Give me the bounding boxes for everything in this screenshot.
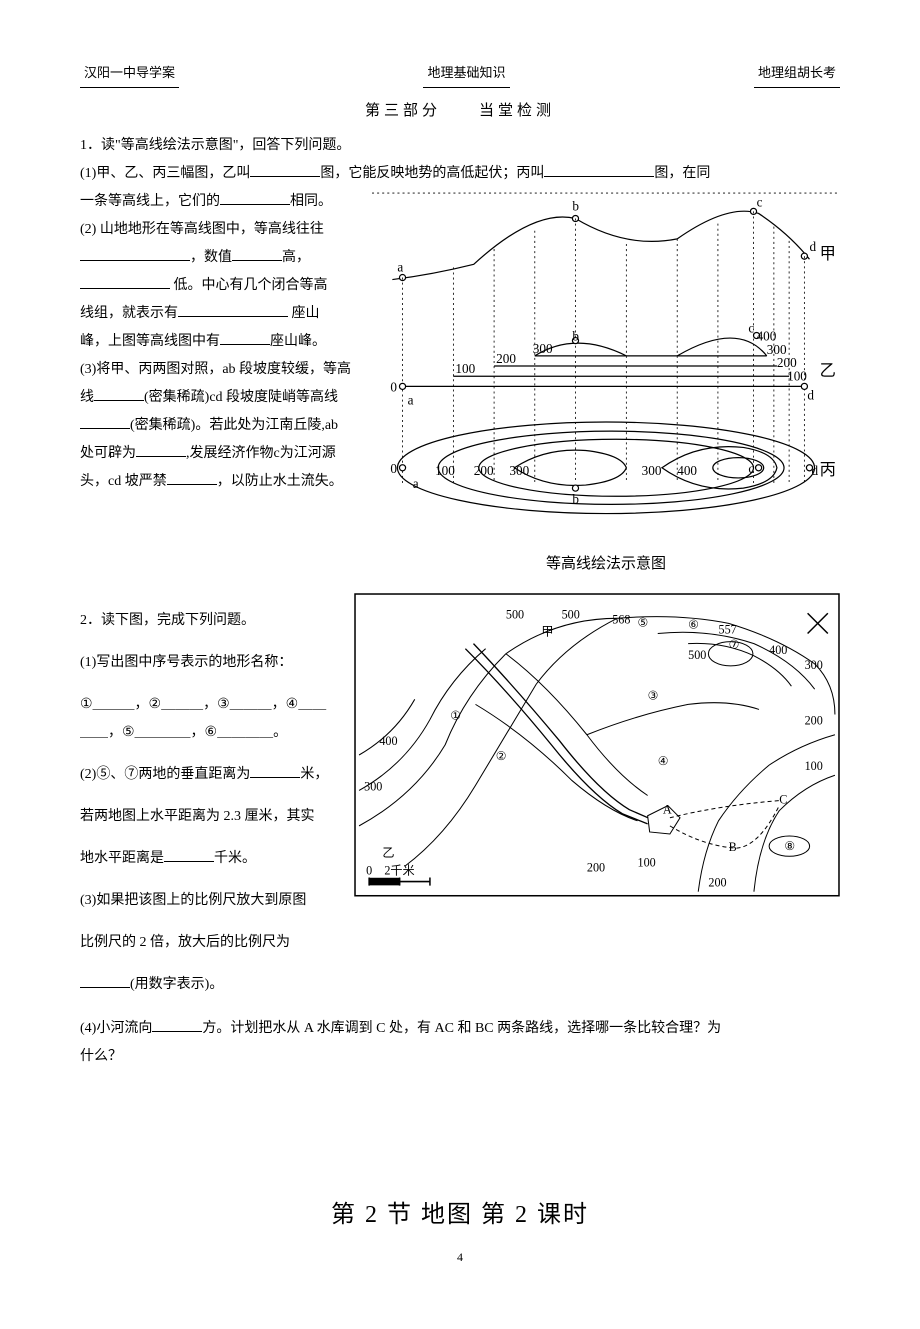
svg-text:乙: 乙 (382, 845, 394, 859)
svg-text:⑦: ⑦ (729, 638, 740, 652)
svg-text:b: b (572, 491, 579, 506)
topographic-map-svg: 0 2千米 500 500 568 557 500 400 300 400 30… (354, 593, 840, 897)
svg-text:①: ① (450, 708, 461, 722)
q1-text-col: 一条等高线上，它们的相同。 (2) 山地地形在等高线图中，等高线往往 ，数值高，… (80, 188, 360, 496)
svg-text:0 2千米: 0 2千米 (366, 863, 415, 877)
svg-text:0: 0 (390, 379, 397, 394)
svg-text:200: 200 (496, 351, 516, 366)
blank (250, 763, 300, 778)
svg-text:400: 400 (769, 643, 787, 657)
svg-text:B: B (729, 840, 737, 854)
svg-text:⑤: ⑤ (638, 615, 649, 629)
svg-text:甲: 甲 (820, 245, 836, 263)
svg-text:500: 500 (562, 607, 580, 621)
svg-text:0: 0 (390, 461, 397, 476)
fig1-caption: 等高线绘法示意图 (372, 549, 840, 579)
page-header: 汉阳一中导学案 地理基础知识 地理组胡长考 (80, 60, 840, 88)
q1-intro: 1．读"等高线绘法示意图"，回答下列问题。 (80, 132, 840, 160)
svg-text:d: d (809, 239, 816, 254)
q2-4: (4)小河流向方。计划把水从 A 水库调到 C 处，有 AC 和 BC 两条路线… (80, 1015, 840, 1071)
figure-2: 0 2千米 500 500 568 557 500 400 300 400 30… (354, 593, 840, 908)
svg-text:300: 300 (509, 463, 529, 478)
svg-text:300: 300 (805, 658, 823, 672)
svg-text:⑧: ⑧ (784, 839, 795, 853)
svg-text:568: 568 (612, 612, 630, 626)
contour-drawing-method-svg: a b c d 甲 乙 丙 0 a 100 200 300 b 400 300 … (372, 188, 840, 534)
svg-text:300: 300 (642, 463, 662, 478)
svg-text:乙: 乙 (820, 362, 836, 380)
svg-text:100: 100 (638, 855, 656, 869)
q1-line1: (1)甲、乙、丙三幅图，乙叫图，它能反映地势的高低起伏；丙叫图，在同 (80, 160, 840, 188)
svg-text:d: d (812, 463, 819, 478)
header-center: 地理基础知识 (423, 60, 509, 88)
svg-text:b: b (572, 329, 579, 344)
blank (232, 246, 282, 261)
svg-text:200: 200 (708, 876, 726, 890)
blank (164, 847, 214, 862)
svg-text:100: 100 (435, 463, 455, 478)
blank (80, 274, 170, 289)
part-title: 第三部分 当堂检测 (80, 96, 840, 126)
q2-intro: 2．读下图，完成下列问题。 (80, 607, 340, 635)
svg-text:甲: 甲 (541, 624, 553, 638)
blank (94, 386, 144, 401)
svg-text:300: 300 (364, 779, 382, 793)
svg-text:200: 200 (587, 860, 605, 874)
blank (178, 302, 288, 317)
blank (250, 162, 320, 177)
svg-text:③: ③ (648, 688, 659, 702)
svg-text:500: 500 (688, 648, 706, 662)
q1-block: 1．读"等高线绘法示意图"，回答下列问题。 (1)甲、乙、丙三幅图，乙叫图，它能… (80, 132, 840, 188)
svg-text:100: 100 (455, 361, 475, 376)
svg-text:200: 200 (474, 463, 494, 478)
header-left: 汉阳一中导学案 (80, 60, 179, 88)
header-right: 地理组胡长考 (754, 60, 840, 88)
svg-text:200: 200 (805, 714, 823, 728)
svg-text:b: b (572, 198, 579, 213)
svg-text:100: 100 (805, 759, 823, 773)
svg-text:④: ④ (658, 754, 669, 768)
blank (80, 246, 190, 261)
svg-text:a: a (408, 393, 414, 408)
blank (136, 442, 186, 457)
svg-text:a: a (397, 259, 403, 274)
figure-1: a b c d 甲 乙 丙 0 a 100 200 300 b 400 300 … (372, 188, 840, 579)
q2-block: 2．读下图，完成下列问题。 (1)写出图中序号表示的地形名称： ①＿＿＿，②＿＿… (80, 593, 840, 1013)
svg-text:d: d (807, 388, 814, 403)
q2-text-col: 2．读下图，完成下列问题。 (1)写出图中序号表示的地形名称： ①＿＿＿，②＿＿… (80, 593, 340, 1013)
svg-text:C: C (779, 793, 787, 807)
svg-text:⑥: ⑥ (688, 617, 699, 631)
svg-text:c: c (757, 194, 763, 209)
svg-text:400: 400 (677, 463, 697, 478)
blank (152, 1017, 202, 1032)
page-number: 4 (80, 1245, 840, 1269)
svg-text:②: ② (496, 749, 507, 763)
blank (80, 414, 130, 429)
svg-text:丙: 丙 (820, 461, 836, 479)
svg-text:300: 300 (533, 341, 553, 356)
q1-two-col: 一条等高线上，它们的相同。 (2) 山地地形在等高线图中，等高线往往 ，数值高，… (80, 188, 840, 579)
lesson-title: 第 2 节 地图 第 2 课时 (80, 1191, 840, 1239)
svg-text:c: c (748, 320, 754, 335)
svg-text:100: 100 (787, 368, 807, 383)
blank (220, 190, 290, 205)
blank (80, 973, 130, 988)
blank (220, 330, 270, 345)
svg-text:a: a (413, 476, 419, 491)
svg-text:A: A (663, 803, 672, 817)
blank (544, 162, 654, 177)
svg-text:400: 400 (379, 734, 397, 748)
svg-text:500: 500 (506, 607, 524, 621)
svg-text:557: 557 (719, 622, 737, 636)
blank (167, 470, 217, 485)
svg-text:c: c (748, 461, 754, 476)
